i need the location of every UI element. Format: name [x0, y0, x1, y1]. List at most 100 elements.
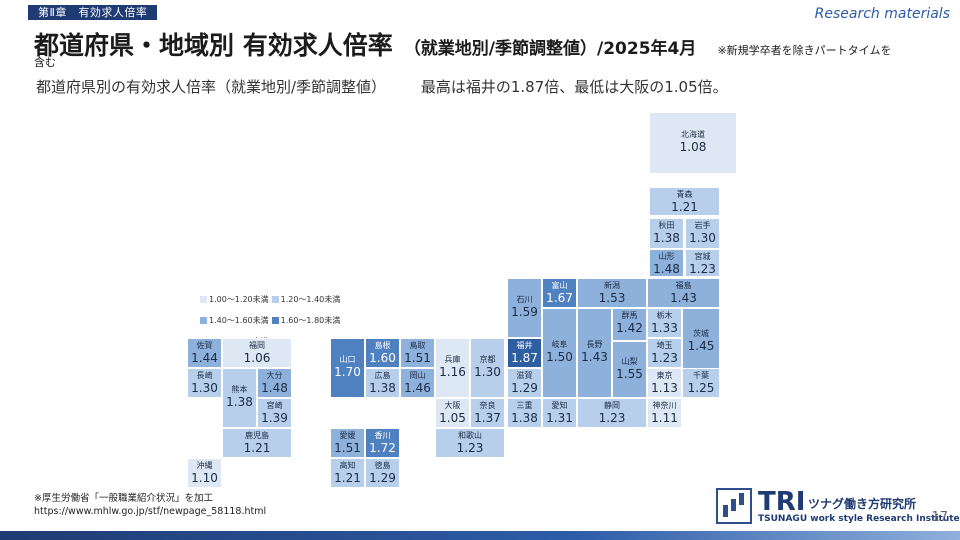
prefecture-name: 大分 [266, 371, 283, 380]
prefecture-tile: 山口 1.70 [330, 338, 365, 398]
subtitle-text: 都道府県別の有効求人倍率（就業地別/季節調整値） [36, 78, 387, 96]
prefecture-value: 1.31 [546, 411, 573, 425]
source-url: https://www.mhlw.go.jp/stf/newpage_58118… [34, 506, 267, 517]
prefecture-tile: 島根 1.60 [365, 338, 400, 368]
prefecture-value: 1.23 [598, 411, 626, 425]
prefecture-name: 北海道 [681, 130, 705, 139]
prefecture-name: 兵庫 [444, 355, 461, 364]
prefecture-name: 愛媛 [339, 431, 356, 440]
prefecture-tile: 滋賀 1.29 [507, 368, 542, 398]
legend-label: 1.20～1.40未満 [280, 295, 341, 304]
prefecture-value: 1.72 [369, 441, 396, 455]
prefecture-value: 1.06 [243, 351, 271, 365]
prefecture-value: 1.21 [243, 441, 271, 455]
legend-item: 1.40～1.60未満 [200, 315, 269, 326]
prefecture-value: 1.48 [653, 262, 680, 276]
prefecture-name: 佐賀 [196, 341, 213, 350]
prefecture-name: 栃木 [656, 311, 673, 320]
prefecture-value: 1.29 [369, 471, 396, 485]
prefecture-name: 山梨 [621, 356, 638, 366]
prefecture-name: 千葉 [693, 371, 709, 380]
legend-item: 1.60～1.80未満 [271, 315, 340, 326]
prefecture-name: 福岡 [249, 341, 265, 350]
prefecture-value: 1.38 [226, 395, 253, 409]
prefecture-tile: 宮城 1.23 [685, 249, 720, 277]
prefecture-name: 沖縄 [196, 461, 213, 470]
source-line-1: ※厚生労働省「一般職業紹介状況」を加工 [34, 493, 213, 504]
prefecture-name: 長崎 [196, 371, 213, 380]
prefecture-value: 1.38 [653, 231, 680, 245]
prefecture-tile: 秋田 1.38 [649, 218, 684, 249]
legend-swatch [200, 317, 207, 324]
prefecture-value: 1.08 [679, 140, 707, 154]
prefecture-name: 高知 [339, 461, 356, 470]
prefecture-value: 1.38 [369, 381, 396, 395]
legend-swatch [200, 296, 207, 303]
prefecture-name: 熊本 [231, 385, 248, 394]
prefecture-name: 岐阜 [551, 340, 568, 349]
prefecture-value: 1.38 [511, 411, 538, 425]
prefecture-tile: 三重 1.38 [507, 398, 542, 428]
prefecture-value: 1.60 [369, 351, 396, 365]
prefecture-name: 滋賀 [516, 371, 533, 380]
prefecture-name: 大阪 [444, 401, 461, 410]
prefecture-name: 奈良 [479, 401, 496, 410]
prefecture-value: 1.43 [670, 291, 697, 305]
prefecture-tile: 愛知 1.31 [542, 398, 577, 428]
prefecture-tile: 岐阜 1.50 [542, 308, 577, 398]
legend-label: 1.40～1.60未満 [209, 316, 269, 325]
prefecture-value: 1.87 [511, 351, 538, 365]
prefecture-value: 1.37 [474, 411, 501, 425]
prefecture-name: 秋田 [658, 221, 675, 230]
prefecture-name: 富山 [551, 281, 568, 290]
prefecture-name: 岡山 [409, 371, 426, 380]
prefecture-tile: 高知 1.21 [330, 458, 365, 488]
prefecture-value: 1.11 [651, 411, 678, 425]
prefecture-name: 福島 [675, 281, 692, 290]
legend-item: 1.00～1.20未満 [200, 294, 269, 305]
prefecture-value: 1.21 [334, 471, 361, 485]
title-note: ※新規学卒者を除きパートタイムを [717, 44, 892, 57]
prefecture-tile: 福井 1.87 [507, 338, 542, 368]
prefecture-tile: 奈良 1.37 [470, 398, 505, 428]
legend-label: 1.00～1.20未満 [209, 295, 269, 304]
prefecture-tile: 兵庫 1.16 [435, 338, 470, 398]
prefecture-value: 1.25 [687, 381, 715, 395]
prefecture-tile: 愛媛 1.51 [330, 428, 365, 458]
source-note: ※厚生労働省「一般職業紹介状況」を加工 https://www.mhlw.go.… [34, 492, 266, 518]
prefecture-value: 1.30 [191, 381, 218, 395]
prefecture-tile: 鹿児島 1.21 [222, 428, 292, 458]
prefecture-name: 石川 [516, 295, 533, 304]
title-sub: （就業地別/季節調整値）/2025年4月 [403, 39, 697, 59]
prefecture-name: 東京 [656, 371, 673, 380]
prefecture-value: 1.23 [456, 441, 484, 455]
logo-tri: TRI [758, 487, 806, 517]
logo-jp: ツナグ働き方研究所 [808, 497, 917, 511]
page-title: 都道府県・地域別 有効求人倍率 （就業地別/季節調整値）/2025年4月 ※新規… [34, 26, 891, 62]
prefecture-tile: 埼玉 1.23 [647, 338, 682, 368]
prefecture-tile: 京都 1.30 [470, 338, 505, 398]
page-number: 17 [931, 510, 948, 525]
prefecture-value: 1.29 [511, 381, 538, 395]
tri-logo: TRI ツナグ働き方研究所 TSUNAGU work style Researc… [716, 487, 960, 528]
prefecture-name: 三重 [516, 401, 533, 410]
prefecture-name: 茨城 [693, 329, 709, 338]
prefecture-tile: 徳島 1.29 [365, 458, 400, 488]
prefecture-name: 福井 [516, 341, 533, 350]
prefecture-tile: 茨城 1.45 [682, 308, 720, 376]
prefecture-tile: 山梨 1.55 [612, 341, 647, 398]
prefecture-value: 1.51 [334, 441, 361, 455]
prefecture-tile: 沖縄 1.10 [187, 458, 222, 488]
prefecture-name: 埼玉 [656, 341, 673, 350]
prefecture-value: 1.67 [546, 291, 573, 305]
prefecture-name: 愛知 [551, 401, 568, 410]
prefecture-tile: 大分 1.48 [257, 368, 292, 398]
prefecture-name: 山口 [339, 355, 356, 364]
prefecture-name: 香川 [374, 431, 391, 440]
prefecture-tile: 鳥取 1.51 [400, 338, 435, 368]
prefecture-tile: 北海道 1.08 [649, 112, 737, 174]
prefecture-name: 岩手 [694, 221, 711, 230]
logo-chart-icon [716, 488, 752, 524]
prefecture-name: 京都 [479, 355, 496, 364]
prefecture-tile: 岩手 1.30 [685, 218, 720, 249]
